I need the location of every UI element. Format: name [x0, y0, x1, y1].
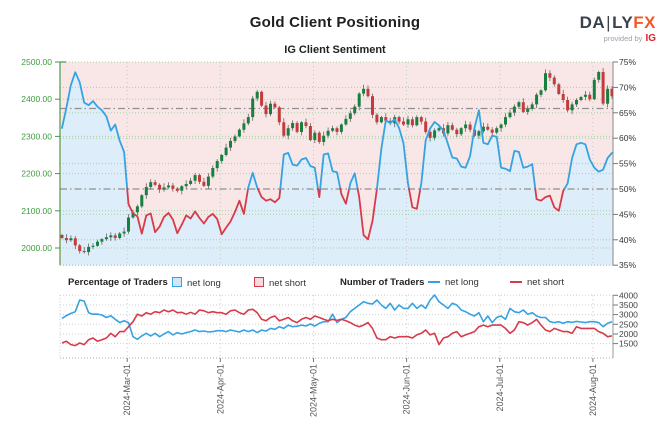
svg-text:65%: 65%	[619, 108, 636, 118]
svg-text:2100.00: 2100.00	[21, 206, 52, 216]
dailyfx-logo: DA|LYFX provided by IG	[580, 14, 656, 44]
svg-text:70%: 70%	[619, 82, 636, 92]
net-long-line-icon	[428, 281, 440, 283]
svg-text:45%: 45%	[619, 209, 636, 219]
svg-text:55%: 55%	[619, 159, 636, 169]
main-sentiment-price-chart: 2500.00 2400.00 2300.00 2200.00 2100.00 2000.…	[21, 57, 636, 270]
svg-text:2000.00: 2000.00	[21, 243, 52, 253]
provided-by-ig: provided by IG	[603, 33, 656, 44]
page-title: Gold Client Positioning	[249, 14, 421, 31]
svg-text:2300.00: 2300.00	[21, 131, 52, 141]
legend-pct-net-long: net long	[172, 277, 221, 289]
svg-text:2024-Jun-01: 2024-Jun-01	[402, 364, 412, 415]
svg-text:2400.00: 2400.00	[21, 94, 52, 104]
svg-text:35%: 35%	[619, 260, 636, 270]
svg-text:2024-Aug-01: 2024-Aug-01	[588, 364, 598, 416]
svg-text:1500: 1500	[619, 339, 638, 349]
svg-text:2500: 2500	[619, 319, 638, 329]
ig-logo: IG	[645, 33, 656, 44]
legend-count-header: Number of Traders	[340, 277, 425, 288]
svg-text:4000: 4000	[619, 290, 638, 300]
svg-text:2200.00: 2200.00	[21, 169, 52, 179]
legend-count-net-short: net short	[510, 277, 564, 288]
svg-text:2000: 2000	[619, 329, 638, 339]
legend-count-net-long: net long	[428, 277, 479, 288]
svg-text:60%: 60%	[619, 133, 636, 143]
svg-text:75%: 75%	[619, 57, 636, 67]
svg-text:2024-Jul-01: 2024-Jul-01	[495, 364, 505, 412]
svg-text:2500.00: 2500.00	[21, 57, 52, 67]
net-short-swatch-icon	[254, 277, 264, 287]
svg-text:2024-Apr-01: 2024-Apr-01	[215, 364, 225, 414]
legend-pct-header: Percentage of Traders	[68, 277, 168, 288]
net-long-swatch-icon	[172, 277, 182, 287]
net-short-line-icon	[510, 281, 522, 283]
dailyfx-wordmark: DA|LYFX	[579, 13, 656, 32]
svg-text:3000: 3000	[619, 310, 638, 320]
svg-text:40%: 40%	[619, 235, 636, 245]
svg-text:2024-May-01: 2024-May-01	[309, 364, 319, 417]
chart-legend: Percentage of Traders net long net short…	[0, 277, 670, 293]
svg-text:3500: 3500	[619, 300, 638, 310]
svg-text:2024-Mar-01: 2024-Mar-01	[122, 364, 132, 416]
legend-pct-net-short: net short	[254, 277, 306, 289]
svg-text:50%: 50%	[619, 184, 636, 194]
chart-subtitle: IG Client Sentiment	[284, 44, 386, 56]
